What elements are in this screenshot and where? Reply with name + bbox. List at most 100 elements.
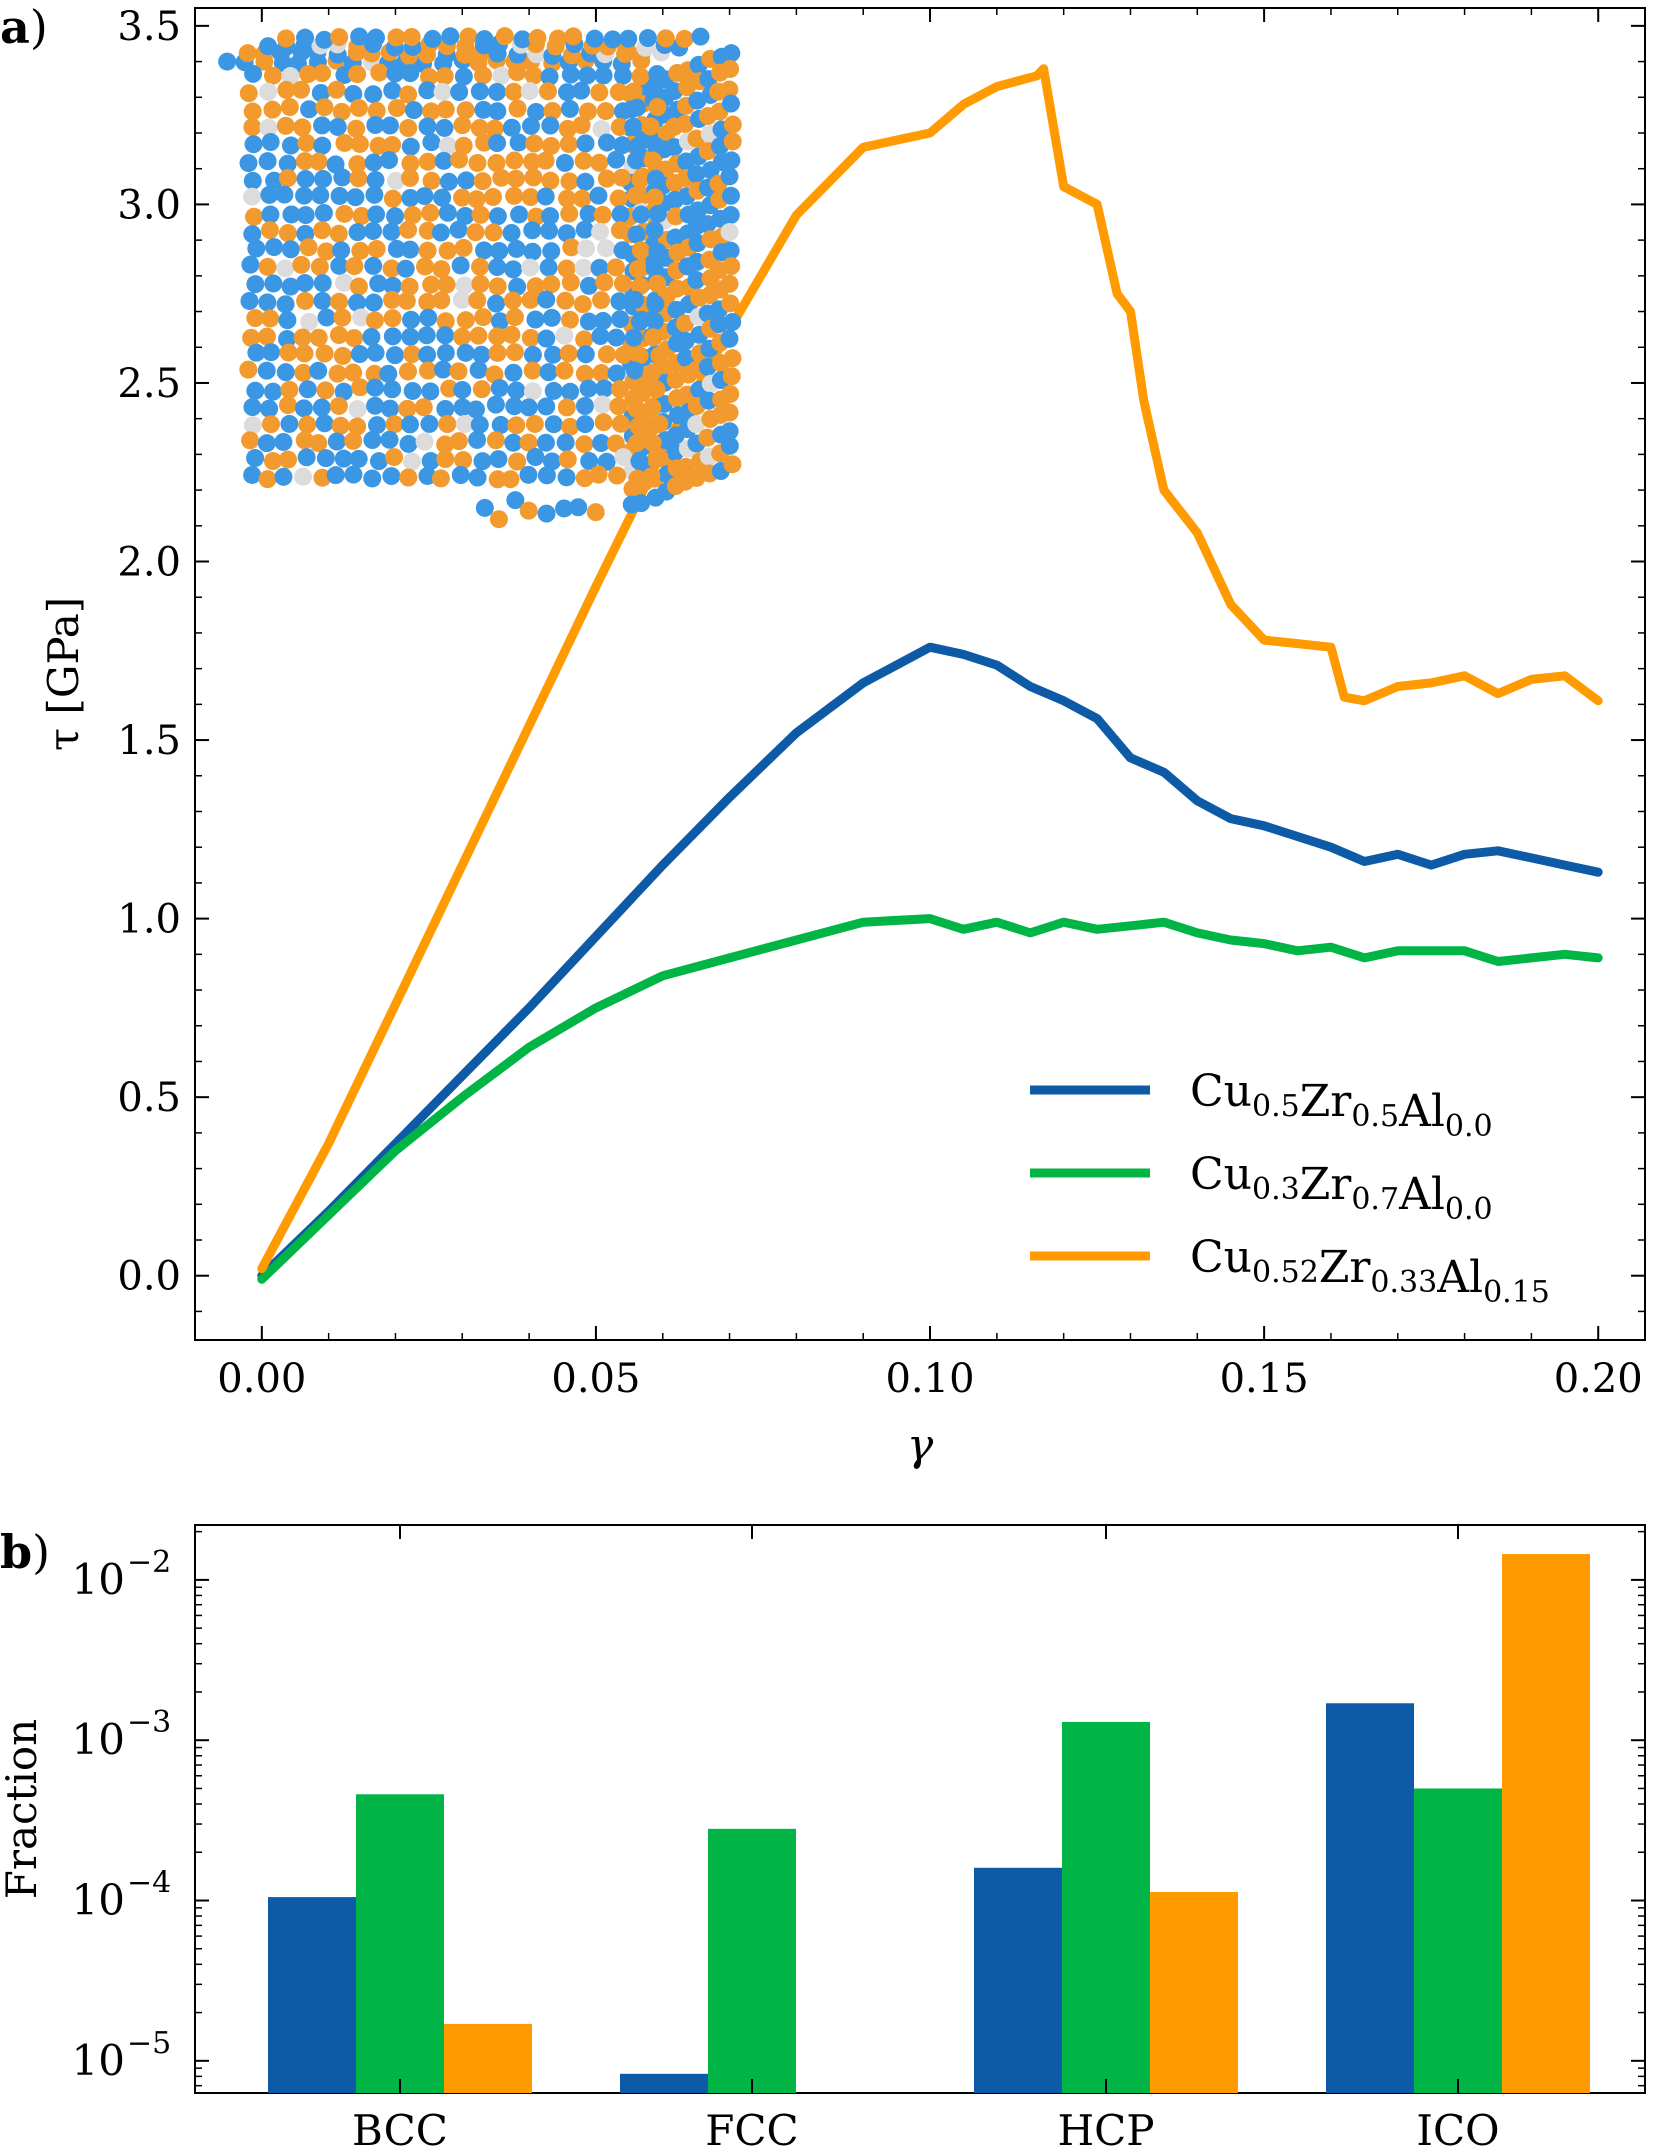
atom <box>576 345 595 364</box>
atom <box>492 66 511 85</box>
atom <box>277 29 296 48</box>
atom <box>243 225 262 244</box>
atom <box>610 221 629 240</box>
y-tick-exponent: −2 <box>127 1545 171 1580</box>
atom <box>502 223 521 242</box>
atom <box>486 395 505 414</box>
atom <box>720 223 739 242</box>
atom <box>326 466 345 485</box>
atom <box>421 203 440 222</box>
atom <box>348 417 367 436</box>
atom <box>687 415 706 434</box>
atom <box>609 189 628 208</box>
atom <box>367 240 386 259</box>
atom <box>329 396 348 415</box>
atom <box>352 206 371 225</box>
atom <box>720 436 739 455</box>
atom <box>475 498 494 517</box>
atom <box>490 242 509 261</box>
atom <box>541 136 560 155</box>
atom <box>401 327 420 346</box>
atom <box>542 242 561 261</box>
atom <box>369 136 388 155</box>
atom <box>418 152 437 171</box>
atom <box>541 171 560 190</box>
atom <box>506 169 525 188</box>
atom <box>240 291 259 310</box>
panel-a-label: a) <box>0 0 48 54</box>
atom <box>475 133 494 152</box>
atom <box>556 291 575 310</box>
atom <box>383 81 402 100</box>
atom <box>350 134 369 153</box>
atom <box>507 416 526 435</box>
atom <box>564 27 583 46</box>
atom <box>575 469 594 488</box>
atom <box>315 98 334 117</box>
atom <box>676 314 695 333</box>
atom <box>280 414 299 433</box>
atom <box>364 153 383 172</box>
atom <box>276 295 295 314</box>
atom <box>542 275 561 294</box>
atom <box>675 29 694 48</box>
atom <box>295 152 314 171</box>
atom <box>610 380 629 399</box>
atom <box>449 362 468 381</box>
atom <box>573 295 592 314</box>
atom <box>630 452 649 471</box>
atom <box>438 241 457 260</box>
atom <box>722 151 741 170</box>
atom <box>603 30 622 49</box>
atom <box>243 102 262 121</box>
atom <box>438 203 457 222</box>
atom <box>472 345 491 364</box>
atom <box>401 137 420 156</box>
atom <box>561 65 580 84</box>
atom <box>687 165 706 184</box>
atom <box>264 274 283 293</box>
atom <box>543 101 562 120</box>
atom <box>596 102 615 121</box>
atom <box>246 275 265 294</box>
atom <box>488 277 507 296</box>
atom <box>313 64 332 83</box>
atom <box>607 328 626 347</box>
atom <box>258 293 277 312</box>
atom <box>246 381 265 400</box>
atom <box>456 101 475 120</box>
atom <box>575 330 594 349</box>
atom <box>631 241 650 260</box>
atom <box>260 221 279 240</box>
atom <box>645 221 664 240</box>
atom <box>316 449 335 468</box>
atom <box>278 330 297 349</box>
atom <box>606 434 625 453</box>
atom <box>472 380 491 399</box>
atom <box>519 465 538 484</box>
atom <box>648 204 667 223</box>
atom <box>415 432 434 451</box>
atom <box>626 151 645 170</box>
atom <box>638 29 657 48</box>
atom <box>606 258 625 277</box>
atom <box>218 52 237 71</box>
atom <box>709 315 728 334</box>
atom <box>380 151 399 170</box>
atom <box>475 30 494 49</box>
atom <box>403 345 422 364</box>
atom <box>329 224 348 243</box>
atom <box>608 466 627 485</box>
atom <box>276 259 295 278</box>
atom <box>241 431 260 450</box>
atom <box>468 430 487 449</box>
atom <box>387 28 406 47</box>
atom <box>627 399 646 418</box>
atom <box>575 364 594 383</box>
y-tick-label: 1.5 <box>117 718 181 764</box>
atom <box>454 136 473 155</box>
atom <box>348 400 367 419</box>
atom <box>330 292 349 311</box>
